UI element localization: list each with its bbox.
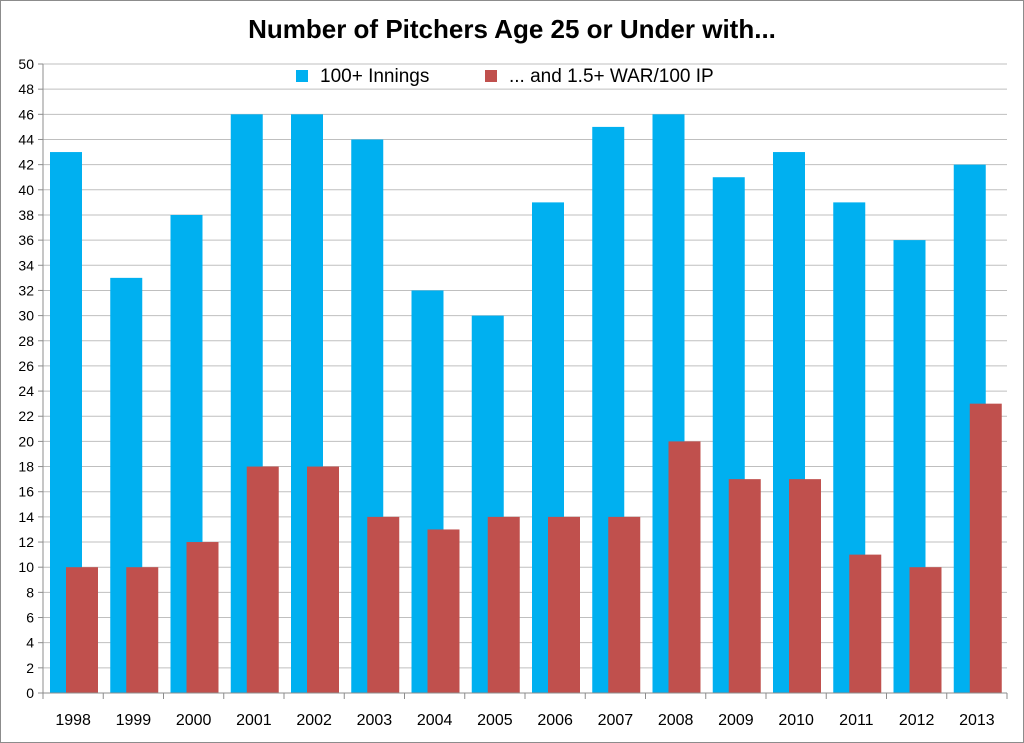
y-tick-label: 38 [18,207,34,223]
y-tick-label: 6 [26,610,34,626]
y-tick-label: 30 [18,308,34,324]
bar-war [487,516,520,693]
y-tick-label: 2 [26,660,34,676]
x-tick-label: 2004 [417,712,453,729]
bar-war [909,567,942,693]
y-tick-label: 32 [18,282,34,298]
x-tick-label: 2008 [658,712,694,729]
legend-swatch-innings [296,70,308,82]
y-tick-label: 20 [18,433,34,449]
legend: 100+ Innings ... and 1.5+ WAR/100 IP [296,66,714,87]
y-tick-label: 26 [18,358,34,374]
x-axis-ticks: 1998 1999 2000 2001 2002 2003 2004 2005 2006 2007… [42,693,1008,729]
bar-war [186,542,219,693]
x-tick-label: 2001 [236,712,272,729]
bar-war [126,567,159,693]
bar-war [246,466,279,693]
y-tick-label: 0 [26,685,34,701]
y-tick-label: 46 [18,106,34,122]
y-axis-ticks: 0246810121416182022242628303234363840424… [18,56,43,701]
x-tick-label: 1998 [55,712,91,729]
x-tick-label: 2006 [537,712,573,729]
y-tick-label: 14 [18,509,34,525]
bar-war [548,516,580,693]
x-tick-label: 2007 [598,712,634,729]
bars [50,114,1002,694]
y-tick-label: 22 [18,408,34,424]
x-tick-label: 2002 [296,712,332,729]
y-tick-label: 50 [18,56,34,72]
y-tick-label: 4 [26,635,34,651]
bar-war [66,567,98,693]
bar-war [789,479,821,693]
x-tick-label: 2011 [839,712,874,729]
y-tick-label: 42 [18,157,34,173]
x-tick-label: 2005 [477,712,513,729]
x-tick-label: 2010 [778,712,814,729]
x-tick-label: 2003 [357,712,393,729]
x-tick-label: 2000 [176,712,212,729]
legend-swatch-war [485,70,497,82]
y-tick-label: 8 [26,584,34,600]
y-tick-label: 34 [18,257,34,273]
chart-title: Number of Pitchers Age 25 or Under with.… [248,14,776,44]
bar-war [969,403,1002,693]
y-tick-label: 12 [18,534,34,550]
y-tick-label: 36 [18,232,34,248]
x-tick-label: 2009 [718,712,754,729]
bar-war [427,529,460,693]
x-tick-label: 2012 [899,712,935,729]
bar-war [728,479,761,693]
legend-label-war: ... and 1.5+ WAR/100 IP [509,66,714,87]
y-tick-label: 40 [18,182,34,198]
bar-war [307,466,339,693]
bar-war [608,516,641,693]
y-tick-label: 28 [18,333,34,349]
y-tick-label: 16 [18,484,34,500]
x-tick-label: 1999 [116,712,152,729]
y-tick-label: 44 [18,131,34,147]
bar-war [849,554,882,693]
y-tick-label: 18 [18,459,34,475]
bar-war [367,516,400,693]
y-tick-label: 10 [18,559,34,575]
y-tick-label: 48 [18,81,34,97]
x-tick-label: 2013 [959,712,995,729]
legend-label-innings: 100+ Innings [320,66,429,87]
y-tick-label: 24 [18,383,34,399]
bar-war [668,441,701,693]
